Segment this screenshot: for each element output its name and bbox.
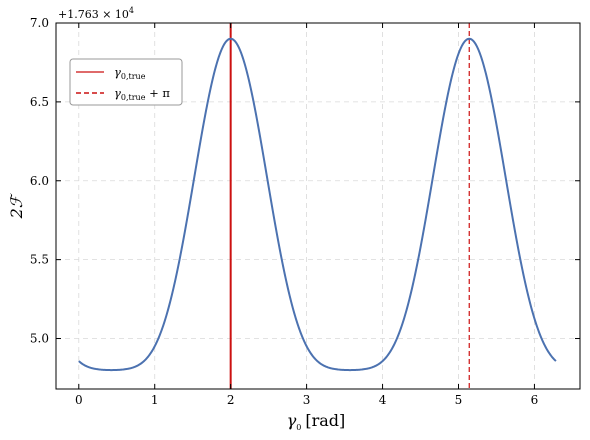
reference-lines <box>229 23 470 389</box>
ticks: 0 1 2 3 4 5 6 5.0 5.5 6.0 6.5 7.0 <box>30 16 580 407</box>
y-offset-text: +1.763 × 10 <box>58 8 129 21</box>
y-tick-label: 6.0 <box>30 174 49 188</box>
legend: γ0,true γ0,true + π <box>69 58 183 106</box>
legend-2-subscript: 0,true <box>121 93 146 102</box>
y-tick-label: 7.0 <box>30 16 49 30</box>
legend-1-subscript: 0,true <box>121 72 146 81</box>
legend-1-symbol: γ <box>114 65 121 79</box>
legend-label-gamma-true: γ0,true <box>114 65 146 81</box>
legend-2-suffix: + π <box>145 86 170 100</box>
series-line <box>78 37 557 372</box>
x-axis-symbol: γ <box>287 411 297 430</box>
x-tick-label: 3 <box>303 393 311 407</box>
y-offset-label: +1.763 × 104 <box>58 6 134 21</box>
x-tick-label: 0 <box>75 393 83 407</box>
x-tick-label: 2 <box>227 393 235 407</box>
x-tick-label: 1 <box>151 393 159 407</box>
y-tick-label: 5.0 <box>30 332 49 346</box>
y-tick-label: 5.5 <box>30 253 49 267</box>
plot-frame <box>55 22 581 390</box>
legend-2-symbol: γ <box>114 86 121 100</box>
y-axis-label: 2ℱ <box>7 192 26 219</box>
x-axis-subscript: 0 <box>296 423 301 432</box>
y-tick-label: 6.5 <box>30 95 49 109</box>
x-axis-unit: [rad] <box>305 411 345 430</box>
y-offset-exponent: 4 <box>129 6 134 15</box>
x-tick-label: 5 <box>455 393 463 407</box>
x-tick-label: 4 <box>379 393 387 407</box>
legend-label-gamma-true-plus-pi: γ0,true + π <box>114 86 170 102</box>
legend-box <box>69 58 183 106</box>
x-tick-label: 6 <box>531 393 539 407</box>
x-axis-label: γ0 [rad] <box>287 411 346 432</box>
series-group <box>78 37 557 372</box>
